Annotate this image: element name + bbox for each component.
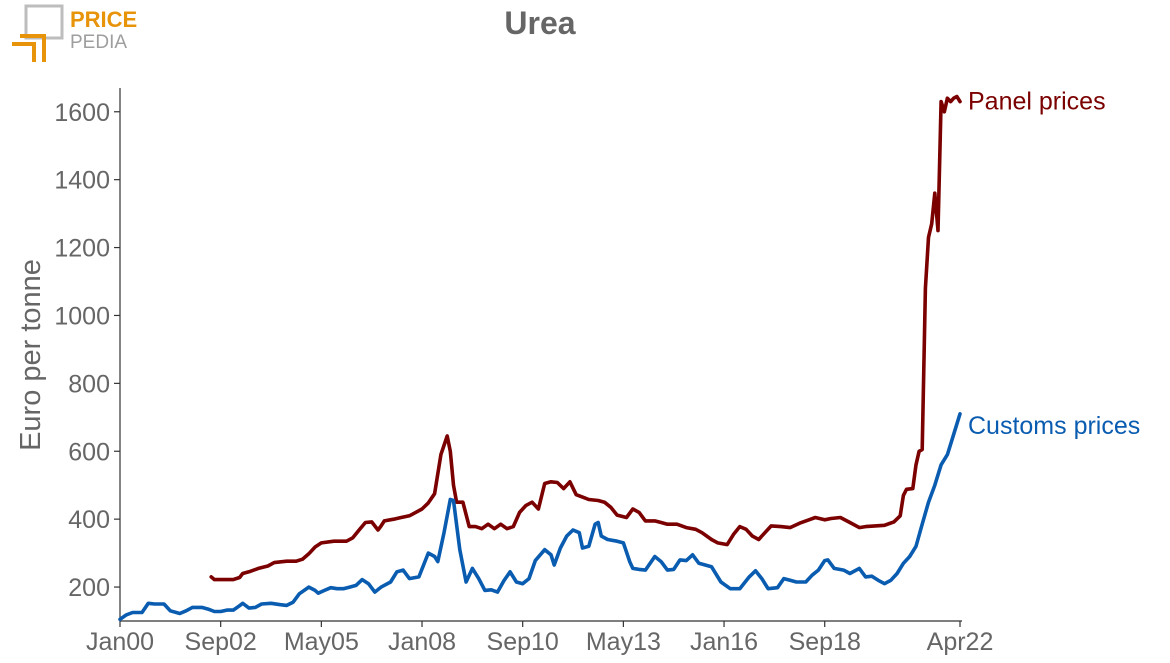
y-tick-label: 1200 <box>54 235 110 263</box>
x-tick-label: May13 <box>586 628 661 656</box>
y-tick-label: 200 <box>68 574 110 602</box>
x-tick-label: Jan16 <box>690 628 758 656</box>
y-tick-label: 1400 <box>54 167 110 195</box>
x-tick-label: Jan08 <box>388 628 456 656</box>
logo-line1: PRICE <box>70 7 137 32</box>
x-tick-label: Sep02 <box>185 628 257 656</box>
x-ticks: Jan00 Sep02 May05 Jan08 Sep10 May13 Jan16 Sep18… <box>86 621 993 656</box>
series-layer <box>118 94 962 622</box>
series-line-panel-prices <box>209 94 962 582</box>
series-line-customs-prices <box>118 412 962 622</box>
y-tick-label: 1000 <box>54 302 110 330</box>
series-label-panel-prices: Panel prices <box>968 88 1106 116</box>
logo-line2: PEDIA <box>70 32 127 53</box>
chart-title: Urea <box>504 5 575 41</box>
y-tick-label: 800 <box>68 370 110 398</box>
logo-mark-icon <box>12 4 64 62</box>
y-tick-label: 1600 <box>54 99 110 127</box>
y-tick-label: 400 <box>68 506 110 534</box>
y-ticks: 200 400 600 800 1000 1200 1400 1600 <box>54 99 120 602</box>
x-tick-label: Sep18 <box>789 628 861 656</box>
series-label-customs-prices: Customs prices <box>968 412 1140 440</box>
x-tick-label: Sep10 <box>487 628 559 656</box>
x-tick-label: May05 <box>284 628 359 656</box>
x-tick-label: Apr22 <box>927 628 994 656</box>
y-axis-label: Euro per tonne <box>15 259 47 451</box>
series-labels: Panel prices Customs prices <box>968 88 1140 440</box>
pricepedia-logo: PRICE PEDIA <box>12 4 137 62</box>
y-tick-label: 600 <box>68 438 110 466</box>
x-tick-label: Jan00 <box>86 628 154 656</box>
